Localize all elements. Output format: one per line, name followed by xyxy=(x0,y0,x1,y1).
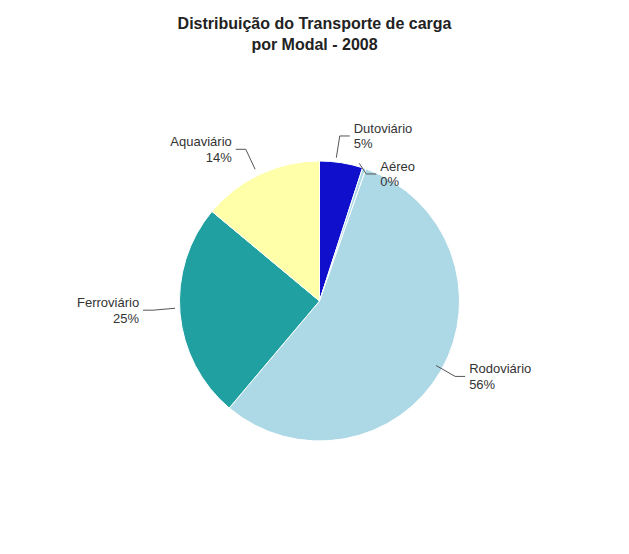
svg-text:Dutoviário5%: Dutoviário5% xyxy=(354,120,413,151)
svg-text:Aéreo0%: Aéreo0% xyxy=(380,158,415,189)
svg-text:Rodoviário56%: Rodoviário56% xyxy=(469,361,531,392)
svg-text:Ferroviário25%: Ferroviário25% xyxy=(77,295,140,326)
svg-text:Aquaviário14%: Aquaviário14% xyxy=(170,134,232,165)
html-text:Distribuição do Transporte de: Distribuição do Transporte de carga por … xyxy=(177,15,452,53)
